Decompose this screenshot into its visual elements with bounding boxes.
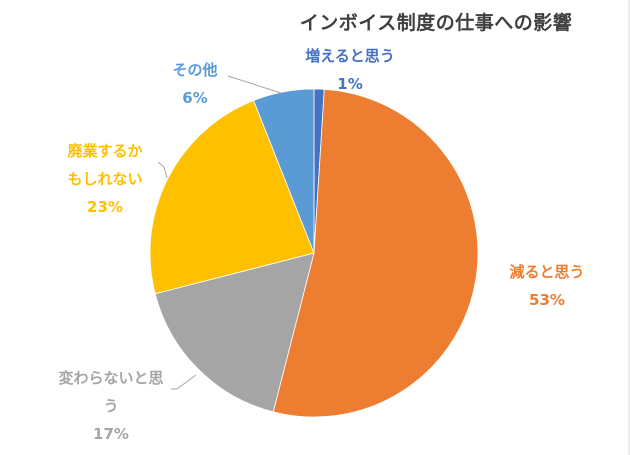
pie-slice bbox=[272, 88, 479, 418]
data-label-closure: 廃業するか もしれない 23% bbox=[50, 137, 160, 221]
label-percent: 1% bbox=[337, 75, 363, 93]
label-text-line2: う bbox=[103, 397, 119, 415]
label-text-line1: 変わらないと思 bbox=[58, 369, 164, 387]
leader-line-nochange bbox=[171, 374, 197, 390]
pie-slice bbox=[149, 100, 315, 295]
pie-slice bbox=[253, 88, 315, 254]
pie-slices bbox=[149, 88, 479, 418]
data-label-nochange: 変わらないと思 う 17% bbox=[36, 364, 186, 448]
label-text-line1: 廃業するか bbox=[67, 142, 143, 160]
label-percent: 6% bbox=[182, 89, 208, 107]
data-label-decrease: 減ると思う 53% bbox=[482, 258, 612, 314]
data-label-other: その他 6% bbox=[160, 56, 230, 112]
label-text: 増えると思う bbox=[305, 47, 395, 65]
leader-line-other bbox=[227, 75, 282, 94]
pie-slice bbox=[154, 252, 315, 413]
leader-line-closure bbox=[157, 161, 168, 179]
chart-title: インボイス制度の仕事への影響 bbox=[299, 12, 573, 34]
label-percent: 17% bbox=[93, 425, 129, 443]
label-percent: 23% bbox=[87, 198, 123, 216]
label-text: その他 bbox=[172, 61, 218, 79]
label-percent: 53% bbox=[529, 291, 565, 309]
leader-lines bbox=[157, 75, 282, 390]
label-text: 減ると思う bbox=[509, 263, 585, 281]
label-text-line2: もしれない bbox=[67, 170, 143, 188]
data-label-increase: 増えると思う 1% bbox=[290, 42, 410, 98]
